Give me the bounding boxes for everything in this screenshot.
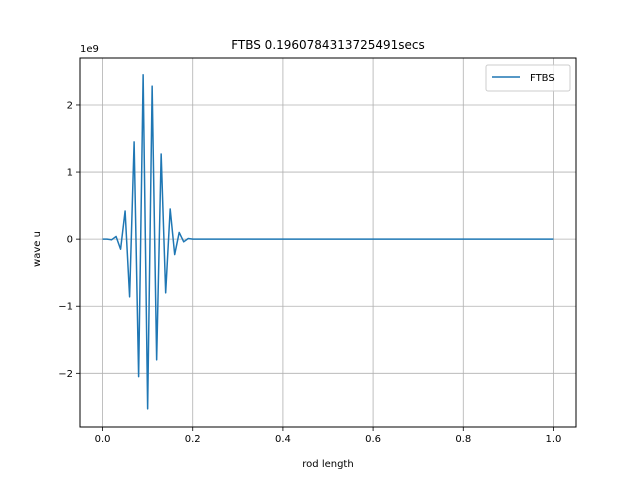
plot-frame bbox=[79, 57, 577, 428]
y-tick-label: 1 bbox=[67, 168, 73, 179]
legend-label-ftbs: FTBS bbox=[530, 73, 555, 84]
series-layer bbox=[102, 74, 554, 410]
y-axis-ticks: −2 −1 0 1 2 bbox=[58, 100, 80, 380]
x-tick-label: 0.0 bbox=[95, 434, 111, 445]
x-axis-label: rod length bbox=[302, 459, 353, 470]
grid bbox=[80, 58, 576, 427]
x-tick-label: 1.0 bbox=[546, 434, 562, 445]
x-tick-label: 0.6 bbox=[365, 434, 381, 445]
x-tick-label: 0.4 bbox=[275, 434, 291, 445]
x-axis-ticks: 0.0 0.2 0.4 0.6 0.8 1.0 bbox=[95, 427, 562, 445]
series-line-ftbs bbox=[102, 74, 554, 410]
y-tick-label: 0 bbox=[67, 235, 73, 246]
y-axis-label: wave u bbox=[32, 231, 43, 267]
x-tick-label: 0.8 bbox=[455, 434, 471, 445]
legend-box bbox=[485, 64, 571, 92]
legend: FTBS bbox=[485, 64, 571, 92]
y-tick-label: −1 bbox=[58, 302, 73, 313]
y-offset-text: 1e9 bbox=[80, 44, 99, 55]
x-tick-label: 0.2 bbox=[185, 434, 201, 445]
chart-title: FTBS 0.1960784313725491secs bbox=[231, 38, 425, 52]
y-tick-label: −2 bbox=[58, 369, 73, 380]
y-tick-label: 2 bbox=[67, 100, 73, 111]
